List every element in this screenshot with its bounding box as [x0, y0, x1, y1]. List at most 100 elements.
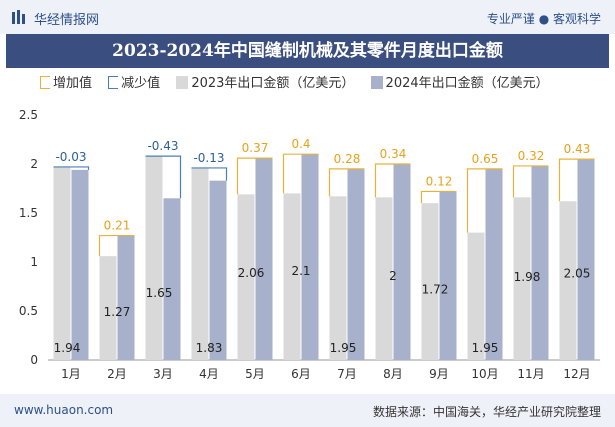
bar-2024 [439, 191, 457, 360]
x-tick-label: 9月 [429, 367, 449, 381]
bar-2024 [347, 168, 365, 360]
bar-2023 [375, 197, 393, 360]
x-tick-label: 12月 [563, 367, 590, 381]
increase-swatch-icon [40, 76, 50, 89]
bar-2024 [255, 158, 273, 360]
change-label: 0.65 [472, 152, 499, 166]
bar-2023 [467, 232, 485, 360]
x-tick-label: 4月 [199, 367, 219, 381]
y-tick-label: 1 [30, 255, 38, 269]
value-label: 1.72 [422, 283, 449, 297]
y-tick-label: 0.5 [19, 304, 38, 318]
decrease-bracket [53, 166, 90, 170]
x-tick-label: 8月 [383, 367, 403, 381]
legend-label-decrease: 减少值 [121, 76, 161, 91]
increase-bracket [558, 158, 595, 202]
bar-2023 [421, 203, 439, 360]
value-label: 1.95 [472, 341, 499, 355]
y-tick-label: 2.5 [19, 108, 38, 122]
x-tick-label: 3月 [153, 367, 173, 381]
change-label: 0.32 [518, 149, 545, 163]
bar-2023 [237, 194, 255, 360]
increase-bracket [282, 153, 319, 194]
change-label: 0.37 [242, 141, 269, 155]
top-header-bar: 华经情报网 专业严谨 ● 客观科学 [0, 0, 615, 34]
bar-2023 [513, 197, 531, 360]
bar-2024 [485, 168, 503, 360]
footer-bar: www.huaon.com 数据来源：中国海关，华经产业研究院整理 [0, 394, 615, 427]
value-label: 2.1 [291, 264, 310, 278]
bar-2023 [99, 256, 117, 360]
brand-logo-icon [12, 10, 25, 24]
bar-2024 [163, 198, 181, 360]
value-label: 1.27 [104, 305, 131, 319]
bar-2023 [53, 166, 71, 360]
x-tick-label: 6月 [291, 367, 311, 381]
x-tick-label: 11月 [517, 367, 544, 381]
x-tick-label: 1月 [61, 367, 81, 381]
bar-2024 [209, 180, 227, 360]
legend-item-2023: 2023年出口金额（亿美元） [176, 72, 354, 91]
value-label: 2 [389, 269, 397, 283]
change-label: 0.28 [334, 152, 361, 166]
value-label: 1.94 [54, 341, 81, 355]
change-label: 0.43 [564, 142, 591, 156]
x-tick-label: 10月 [471, 367, 498, 381]
legend-item-decrease: 减少值 [108, 72, 160, 91]
value-label: 1.83 [196, 341, 223, 355]
legend-label-increase: 增加值 [53, 76, 93, 91]
increase-bracket [466, 168, 503, 233]
bar-2024 [393, 164, 411, 360]
series-2024-swatch-icon [370, 76, 383, 89]
increase-bracket [236, 157, 273, 195]
bar-2024 [301, 154, 319, 360]
value-label: 1.98 [514, 270, 541, 284]
bar-2024 [577, 159, 595, 360]
decrease-swatch-icon [108, 76, 119, 89]
legend-label-2024: 2024年出口金额（亿美元） [385, 76, 549, 91]
data-source-note: 数据来源：中国海关，华经产业研究院整理 [372, 405, 601, 419]
change-label: -0.43 [147, 139, 178, 153]
footer-website-link[interactable]: www.huaon.com [14, 403, 114, 417]
brand-name[interactable]: 华经情报网 [34, 13, 100, 28]
decrease-bracket [191, 167, 228, 181]
y-tick-label: 2 [30, 157, 38, 171]
change-label: -0.03 [55, 150, 86, 164]
bar-2024 [71, 169, 89, 360]
increase-bracket [420, 190, 457, 204]
value-label: 2.06 [238, 266, 265, 280]
chart-legend: 增加值 减少值 2023年出口金额（亿美元） 2024年出口金额（亿美元） [40, 72, 561, 94]
chart-title-bar: 2023-2024年中国缝制机械及其零件月度出口金额 [6, 34, 609, 68]
bar-2024 [531, 165, 549, 360]
legend-label-2023: 2023年出口金额（亿美元） [191, 76, 355, 91]
x-tick-label: 5月 [245, 367, 265, 381]
bar-2023 [145, 156, 163, 360]
change-label: -0.13 [193, 151, 224, 165]
chart-title: 2023-2024年中国缝制机械及其零件月度出口金额 [112, 41, 503, 61]
bar-2023 [191, 167, 209, 360]
x-tick-label: 7月 [337, 367, 357, 381]
bar-2024 [117, 235, 135, 360]
value-label: 2.05 [564, 267, 591, 281]
y-tick-label: 1.5 [19, 206, 38, 220]
legend-item-2024: 2024年出口金额（亿美元） [370, 72, 549, 91]
value-label: 1.65 [146, 286, 173, 300]
bar-2023 [329, 196, 347, 360]
increase-bracket [512, 165, 549, 198]
value-label: 1.95 [330, 341, 357, 355]
change-label: 0.4 [291, 137, 310, 151]
change-label: 0.34 [380, 147, 407, 161]
increase-bracket [328, 168, 365, 197]
bar-2023 [283, 193, 301, 360]
y-tick-label: 0 [30, 353, 38, 367]
change-label: 0.12 [426, 174, 453, 188]
series-2023-swatch-icon [176, 76, 189, 89]
legend-item-increase: 增加值 [40, 72, 92, 91]
bar-2023 [559, 201, 577, 360]
tagline: 专业严谨 ● 客观科学 [486, 12, 601, 26]
decrease-bracket [145, 155, 182, 199]
increase-bracket [374, 163, 411, 198]
change-label: 0.21 [104, 219, 131, 233]
increase-bracket [98, 234, 135, 257]
bar-chart: 0 0.5 1 1.5 2 2.5 -0.03 1.94 1月 0.21 1.27 2月 -0.43 1.… [19, 108, 600, 381]
